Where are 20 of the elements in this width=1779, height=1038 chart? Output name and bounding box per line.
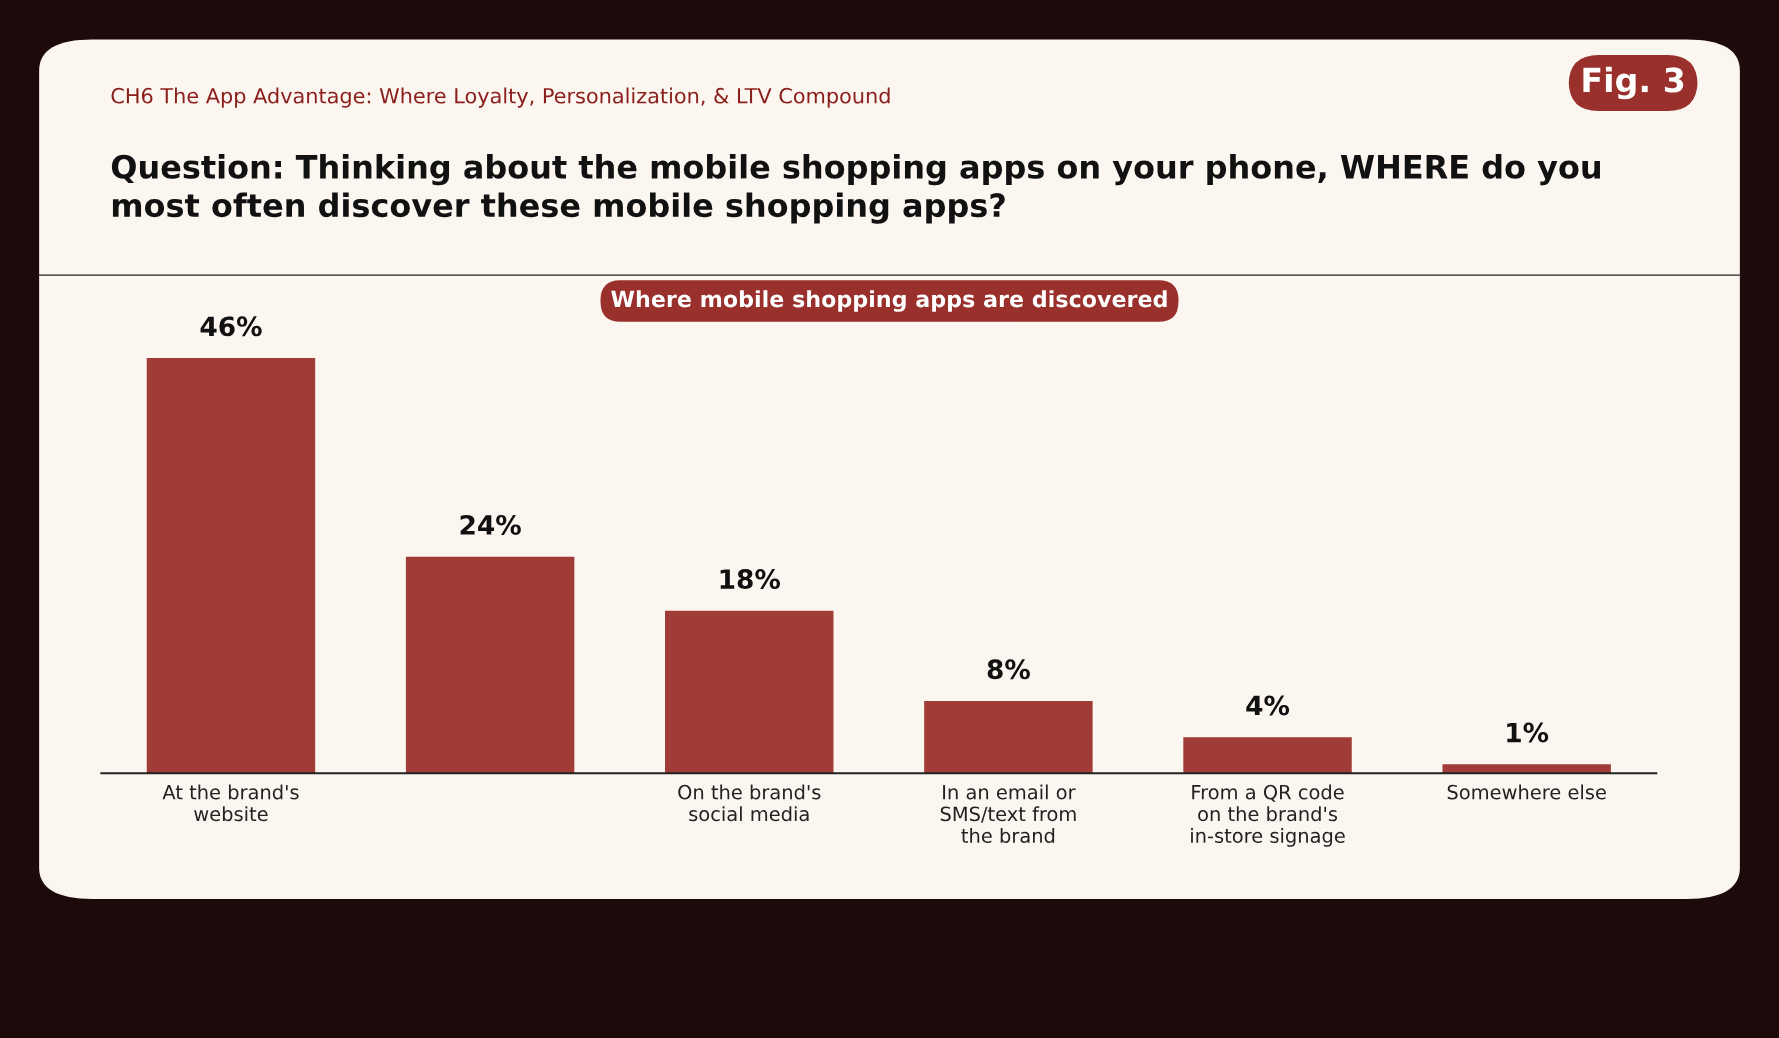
data-label: 18% [720,569,780,590]
bar [146,358,316,774]
caption: Fig. 3 [1583,66,1684,100]
bar [665,610,834,774]
x-tick-label: Somewhere else [1447,784,1606,800]
text: Where mobile shopping apps are discovered [611,290,1167,312]
data-label: 8% [987,659,1030,680]
data-label: 4% [1246,695,1290,716]
bar [924,701,1093,774]
chart-title: Question: Thinking about the mobile shopping apps on your phone, WHERE do you most often discover these mobile shopping apps? [111,154,1600,224]
x-tick-label: In an email or SMS/text from the brand [940,784,1076,844]
data-label: 46% [200,316,262,337]
bar [405,556,575,774]
data-label: 1% [1507,722,1549,743]
x-tick-label: From a QR code on the brand's in-store signage [1191,784,1345,847]
bar [1183,737,1352,774]
x-tick-label: On the brand's social media [678,784,821,822]
x-tick-label: At the brand's website [162,784,299,822]
chart-subtitle: CH6 The App Advantage: Where Loyalty, Personalization, & LTV Compound [111,87,890,108]
data-label: 24% [460,514,521,535]
